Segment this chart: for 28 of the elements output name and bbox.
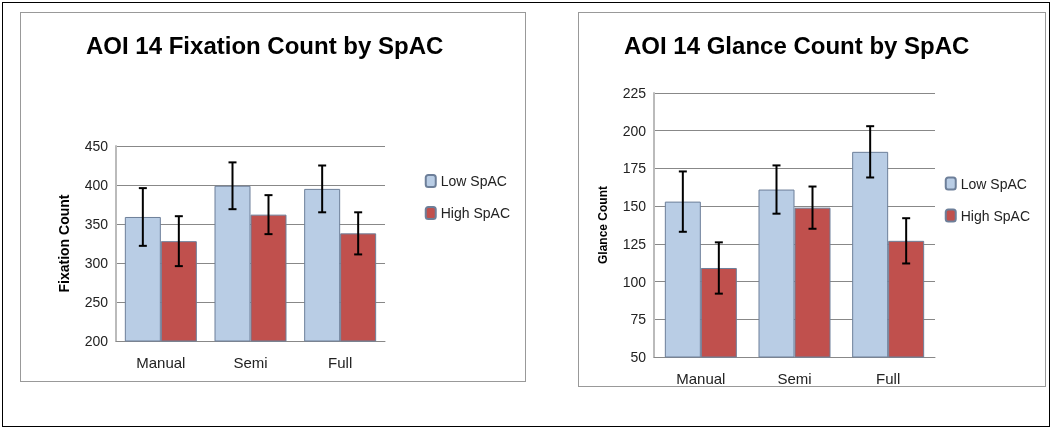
y-axis-title: Glance Count	[596, 185, 610, 265]
legend-label: High SpAC	[440, 205, 511, 221]
y-tick-label: 200	[84, 333, 109, 349]
legend-label: Low SpAC	[440, 173, 507, 189]
y-tick-label: 100	[622, 273, 647, 290]
y-tick-label: 75	[630, 311, 647, 328]
y-axis-title: Fixation Count	[56, 194, 72, 293]
y-tick-label: 225	[622, 85, 647, 101]
chart-title: AOI 14 Fixation Count by SpAC	[86, 31, 444, 59]
x-tick-label: Manual	[676, 370, 726, 387]
y-tick-label: 175	[622, 160, 647, 177]
y-tick-label: 300	[84, 255, 109, 271]
y-tick-label: 200	[622, 122, 647, 139]
x-tick-label: Full	[328, 354, 353, 371]
legend-label: High SpAC	[960, 207, 1031, 224]
y-tick-label: 250	[84, 294, 109, 310]
y-tick-label: 150	[622, 198, 647, 215]
x-tick-label: Full	[876, 370, 901, 387]
y-tick-label: 125	[622, 235, 647, 252]
y-tick-label: 350	[84, 216, 109, 232]
y-tick-label: 50	[630, 349, 647, 365]
y-tick-label: 400	[84, 177, 109, 193]
x-tick-label: Manual	[136, 354, 186, 371]
x-tick-label: Semi	[233, 354, 268, 371]
y-tick-label: 450	[84, 138, 109, 154]
chart-title: AOI 14 Glance Count by SpAC	[624, 31, 970, 59]
x-tick-label: Semi	[777, 370, 812, 387]
legend-label: Low SpAC	[960, 175, 1027, 192]
